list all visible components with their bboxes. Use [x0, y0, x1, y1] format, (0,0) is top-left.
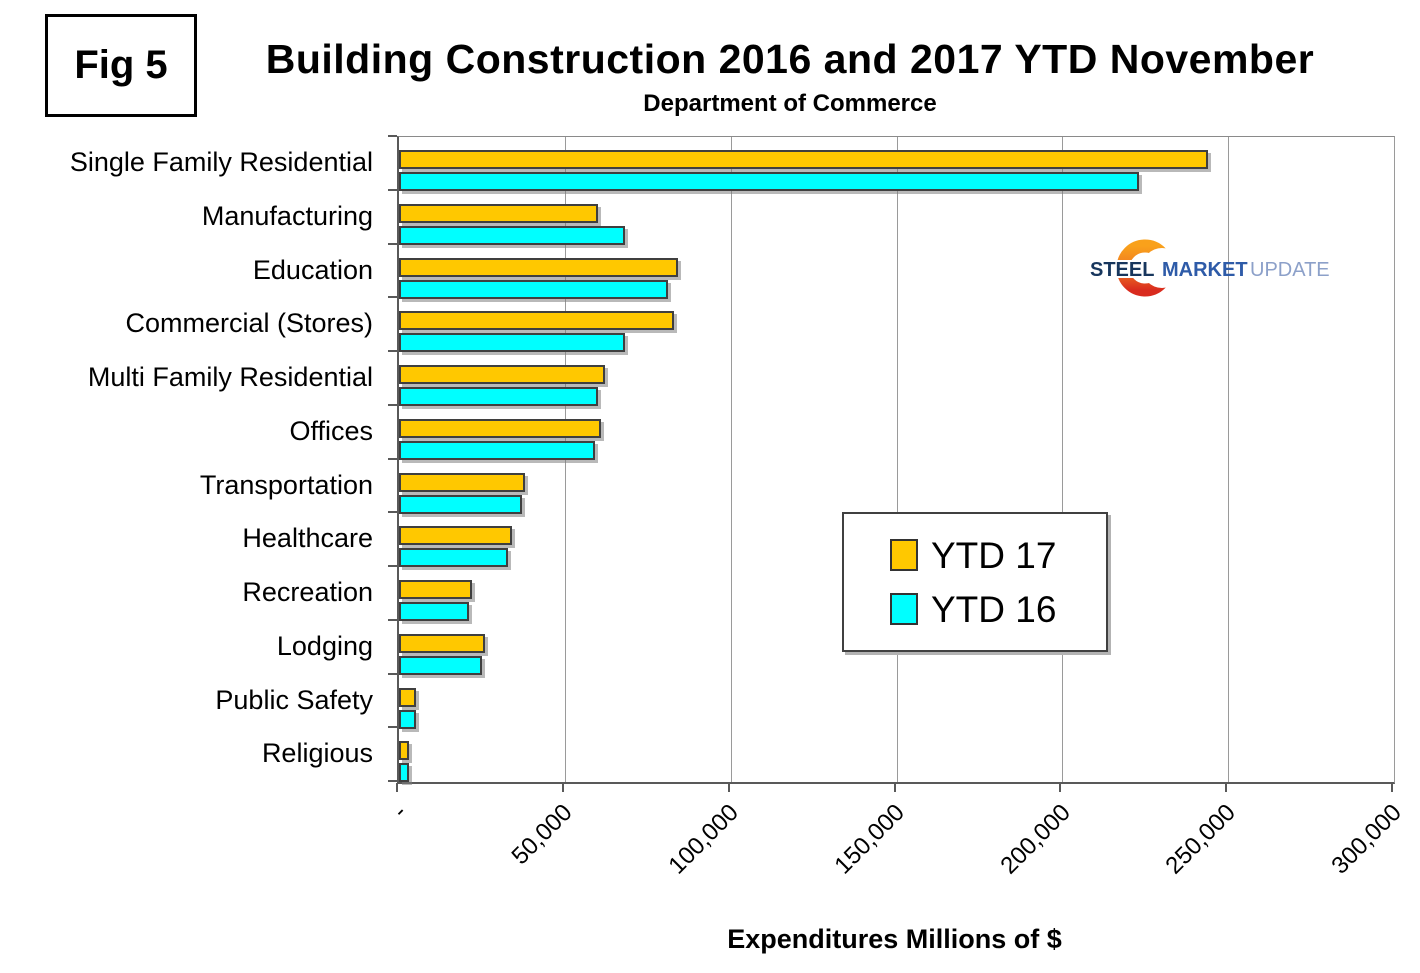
category-label-single-family-residential: Single Family Residential [69, 147, 373, 177]
legend-swatch-ytd16-icon [890, 593, 918, 625]
bar-ytd-16-lodging [399, 655, 482, 675]
plot-area [397, 136, 1395, 784]
bar-ytd-17-lodging [399, 633, 486, 653]
y-axis-tick [388, 188, 397, 191]
gridline-100000 [730, 137, 732, 782]
y-axis-tick [388, 457, 397, 460]
bar-ytd-16-education [399, 279, 668, 299]
x-axis-tick-150000 [893, 783, 896, 792]
bar-ytd-17-offices [399, 418, 602, 438]
bar-ytd-16-public-safety [399, 709, 416, 729]
figure-label-box: Fig 5 [45, 14, 197, 117]
y-axis-tick [388, 296, 397, 299]
x-axis-tick-label-text: 200,000 [994, 799, 1076, 880]
x-axis-tick-label-text: 300,000 [1326, 799, 1408, 880]
chart-title: Building Construction 2016 and 2017 YTD … [265, 36, 1315, 82]
x-axis-tick-label-text: 150,000 [829, 799, 910, 880]
category-label-multi-family-residential: Multi Family Residential [87, 362, 373, 392]
steel-market-update-logo: STEEL MARKET UPDATE [1088, 239, 1330, 297]
legend-item-ytd16: YTD 16 [890, 591, 1106, 628]
legend: YTD 17 YTD 16 [842, 512, 1108, 652]
legend-item-ytd17: YTD 17 [890, 537, 1106, 574]
bar-ytd-17-recreation [399, 580, 472, 599]
category-label-transportation: Transportation [199, 469, 373, 500]
bar-ytd-17-religious [399, 741, 409, 761]
x-axis-tick-250000 [1225, 783, 1228, 792]
x-axis-tick-label-text: 50,000 [506, 799, 578, 870]
crescent-icon [1116, 239, 1182, 297]
x-axis-title: Expenditures Millions of $ [727, 924, 1062, 954]
y-axis-tick [388, 403, 397, 406]
y-axis-tick [388, 350, 397, 352]
bar-ytd-17-public-safety [399, 687, 416, 707]
bar-ytd-16-healthcare [399, 548, 509, 568]
logo-text-update: UPDATE [1250, 259, 1330, 281]
logo-text-steel: STEEL [1090, 259, 1154, 281]
category-label-healthcare: Healthcare [242, 523, 373, 554]
x-axis-tick-label-text: 250,000 [1160, 799, 1242, 880]
gridline-200000 [1062, 137, 1064, 782]
category-label-public-safety: Public Safety [215, 684, 373, 715]
gridline-250000 [1228, 137, 1230, 782]
y-axis-tick [388, 565, 397, 567]
category-label-education: Education [252, 254, 373, 285]
logo-text-market: MARKET [1162, 259, 1248, 281]
category-label-recreation: Recreation [242, 577, 373, 607]
y-axis-tick [388, 726, 397, 729]
y-axis-tick [388, 672, 397, 675]
bar-ytd-16-religious [399, 763, 409, 783]
y-axis-tick [388, 618, 397, 621]
y-axis-tick [388, 135, 397, 137]
y-axis-tick [388, 242, 397, 245]
x-axis-tick-300000 [1391, 783, 1393, 792]
legend-swatch-ytd17-icon [890, 539, 918, 571]
bar-ytd-17-transportation [399, 472, 526, 492]
bar-ytd-16-single-family-residential [399, 172, 1139, 191]
category-label-commercial-stores: Commercial (Stores) [125, 308, 373, 339]
bar-ytd-17-healthcare [399, 526, 512, 546]
x-axis-tick-200000 [1059, 783, 1062, 792]
bar-ytd-17-multi-family-residential [399, 365, 605, 384]
bar-ytd-17-commercial-stores [399, 311, 675, 331]
bar-ytd-17-manufacturing [399, 203, 598, 223]
category-label-manufacturing: Manufacturing [201, 200, 373, 231]
category-label-offices: Offices [289, 415, 373, 446]
gridline-150000 [896, 137, 898, 782]
x-axis-tick-50000 [561, 783, 564, 792]
x-axis-tick-label-text: - [387, 799, 413, 824]
legend-label-ytd16: YTD 16 [931, 588, 1057, 630]
bar-ytd-16-manufacturing [399, 225, 625, 245]
bar-ytd-16-transportation [399, 494, 522, 514]
bar-ytd-17-single-family-residential [399, 150, 1209, 169]
x-axis-tick-100000 [727, 783, 730, 792]
x-axis-tick-label-text: 100,000 [663, 799, 744, 880]
y-axis-tick [388, 780, 397, 782]
y-axis-tick [388, 511, 397, 514]
bar-ytd-17-education [399, 257, 678, 277]
category-label-religious: Religious [261, 738, 373, 769]
chart-subtitle: Department of Commerce [643, 90, 937, 117]
bar-ytd-16-offices [399, 440, 595, 460]
bar-ytd-16-recreation [399, 602, 469, 621]
bar-ytd-16-multi-family-residential [399, 387, 598, 406]
legend-label-ytd17: YTD 17 [931, 534, 1057, 576]
figure-label: Fig 5 [74, 43, 168, 87]
x-axis-tick-0 [396, 783, 398, 792]
bar-ytd-16-commercial-stores [399, 333, 625, 353]
category-label-lodging: Lodging [276, 630, 373, 661]
